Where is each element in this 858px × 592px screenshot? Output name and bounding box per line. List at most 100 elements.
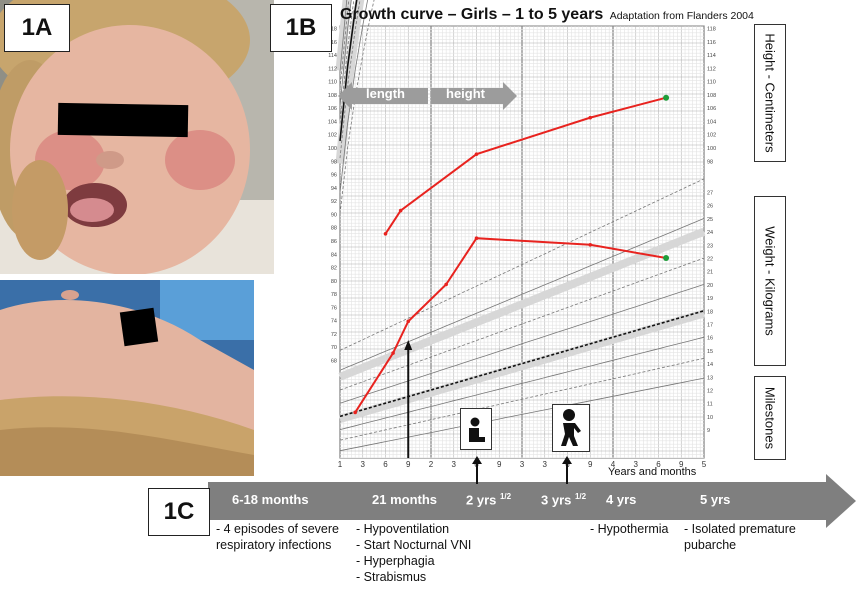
- height-tick-label-left: 82: [331, 266, 337, 272]
- height-tick-label-left: 90: [331, 212, 337, 218]
- height-tick-label-right: 104: [707, 119, 716, 125]
- weight-tick-label: 15: [707, 349, 713, 355]
- height-tick-label-right: 98: [707, 159, 713, 165]
- length-arrow-label: length: [366, 86, 405, 101]
- x-tick-label: 6: [656, 460, 661, 469]
- timeline-stage-fraction: 1/2: [499, 492, 512, 501]
- timeline-event: - Hyperphagia: [356, 554, 435, 568]
- weight-tick-label: 23: [707, 243, 713, 249]
- timeline-event: respiratory infections: [216, 538, 332, 552]
- timeline-event: - Hypoventilation: [356, 522, 450, 536]
- timeline-arrow: [208, 474, 856, 528]
- walking-child-icon: [552, 404, 590, 452]
- height-tick-label-left: 72: [331, 332, 337, 338]
- milestone-pointer-arrowhead: [472, 456, 482, 464]
- x-tick-label: 6: [383, 460, 388, 469]
- sitting-child-icon: [460, 408, 492, 450]
- milestone-pointer-arrow: [476, 462, 478, 484]
- height-tick-label-right: 106: [707, 106, 716, 112]
- height-tick-label-left: 106: [328, 106, 337, 112]
- panel-label-1b: 1B: [270, 4, 332, 52]
- weight-tick-label: 19: [707, 296, 713, 302]
- weight-tick-label: 22: [707, 257, 713, 263]
- x-tick-label: 2: [429, 460, 434, 469]
- patient-photo-face: 1A: [0, 0, 274, 274]
- weight-point: [444, 282, 448, 287]
- weight-tick-label: 14: [707, 362, 713, 368]
- weight-tick-label: 27: [707, 191, 713, 197]
- timeline-event: - Hypothermia: [590, 522, 669, 536]
- weight-tick-label: 20: [707, 283, 713, 289]
- side-label-weight: Weight - Kilograms: [754, 196, 786, 366]
- height-tick-label-left: 108: [328, 93, 337, 99]
- height-tick-label-left: 112: [328, 66, 337, 72]
- height-tick-label-right: 114: [707, 53, 716, 59]
- height-tick-label-right: 110: [707, 80, 716, 86]
- weight-tick-label: 18: [707, 309, 713, 315]
- x-tick-label: 9: [588, 460, 593, 469]
- weight-tick-label: 11: [707, 402, 713, 408]
- height-tick-label-right: 100: [707, 146, 716, 152]
- side-label-height: Height - Centimeters: [754, 24, 786, 162]
- height-point: [474, 152, 479, 156]
- weight-point: [663, 255, 670, 261]
- x-tick-label: 3: [543, 460, 548, 469]
- x-tick-label: 3: [634, 460, 639, 469]
- height-tick-label-left: 114: [328, 53, 337, 59]
- timeline-stage-events: - 4 episodes of severe respiratory infect…: [216, 521, 339, 553]
- height-tick-label-right: 116: [707, 40, 716, 46]
- chart-title-text: Growth curve – Girls – 1 to 5 years: [340, 6, 604, 23]
- x-tick-label: 5: [702, 460, 707, 469]
- height-tick-label-right: 102: [707, 133, 716, 139]
- height-tick-label-right: 112: [707, 66, 716, 72]
- timeline-stage-fraction: 1/2: [574, 492, 587, 501]
- height-tick-label-left: 78: [331, 292, 337, 298]
- timeline-stage-label: 21 months: [372, 492, 438, 507]
- x-tick-label: 9: [679, 460, 684, 469]
- height-tick-label-left: 104: [328, 119, 337, 125]
- patient-face-illustration: [0, 0, 274, 274]
- height-point: [663, 94, 670, 101]
- x-tick-label: 9: [497, 460, 502, 469]
- height-tick-label-left: 98: [331, 159, 337, 165]
- height-tick-label-left: 116: [328, 40, 337, 46]
- panel-label-1a: 1A: [4, 4, 70, 52]
- weight-tick-label: 16: [707, 336, 713, 342]
- height-tick-label-left: 68: [331, 359, 337, 365]
- x-tick-label: 4: [611, 460, 616, 469]
- height-tick-label-left: 88: [331, 226, 337, 232]
- height-tick-label-left: 74: [331, 319, 337, 325]
- timeline-stage-label: 4 yrs: [606, 492, 637, 507]
- height-point: [588, 115, 593, 120]
- milestone-pointer-arrowhead: [562, 456, 572, 464]
- x-tick-label: 3: [452, 460, 457, 469]
- side-label-milestones: Milestones: [754, 376, 786, 460]
- height-tick-label-left: 102: [328, 133, 337, 139]
- weight-point: [391, 351, 395, 355]
- weight-point: [353, 410, 357, 415]
- panel-label-1c: 1C: [148, 488, 210, 536]
- height-tick-label-left: 94: [331, 186, 337, 192]
- x-tick-label: 9: [406, 460, 411, 469]
- height-point: [398, 208, 403, 213]
- height-tick-label-left: 86: [331, 239, 337, 245]
- weight-tick-label: 10: [707, 415, 713, 421]
- timeline-stage-label: 3 yrs 1/2: [541, 492, 587, 508]
- weight-tick-label: 25: [707, 217, 713, 223]
- timeline-event: - Strabismus: [356, 570, 427, 584]
- height-arrow-icon: [431, 82, 517, 110]
- timeline-stage-label: 6-18 months: [232, 492, 309, 507]
- patient-profile-illustration: [0, 280, 254, 476]
- timeline-stage-events: - Isolated premature pubarche: [684, 521, 796, 553]
- height-point: [383, 232, 388, 236]
- weight-tick-label: 13: [707, 375, 713, 381]
- weight-point: [474, 236, 479, 240]
- weight-point: [406, 319, 411, 324]
- weight-tick-label: 17: [707, 323, 713, 329]
- height-arrow-label: height: [446, 86, 485, 101]
- height-tick-label-right: 118: [707, 27, 716, 33]
- x-tick-label: 3: [361, 460, 366, 469]
- height-tick-label-left: 70: [331, 345, 337, 351]
- height-tick-label-left: 92: [331, 199, 337, 205]
- weight-tick-label: 9: [707, 428, 710, 434]
